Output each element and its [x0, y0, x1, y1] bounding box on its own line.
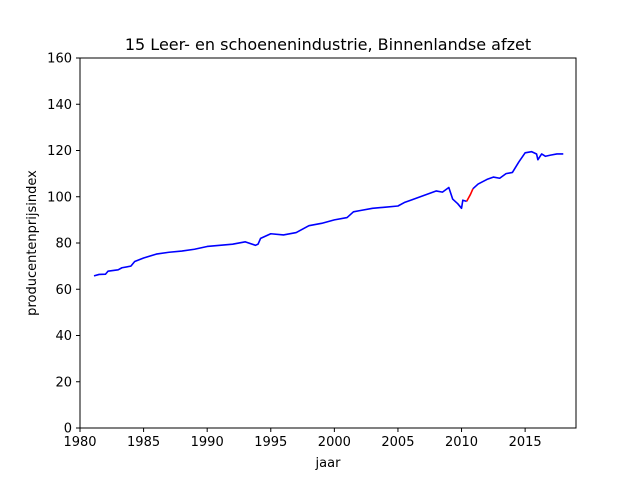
chart-title: 15 Leer- en schoenenindustrie, Binnenlan…	[125, 35, 531, 54]
x-tick-label: 1995	[254, 435, 287, 450]
y-tick-label: 40	[55, 329, 72, 344]
y-tick-label: 160	[47, 52, 72, 67]
x-tick-label: 2015	[509, 435, 542, 450]
x-axis-label: jaar	[315, 456, 342, 471]
y-axis-label: producentenprijsindex	[25, 170, 40, 316]
y-tick-label: 140	[47, 98, 72, 113]
y-tick-label: 20	[55, 375, 72, 390]
series-line-3	[472, 150, 564, 190]
y-tick-label: 100	[47, 190, 72, 205]
x-axis: 1980 1985 1990 1995 2000 2005 2010 2015	[63, 428, 542, 450]
x-tick-label: 1990	[191, 435, 224, 450]
plot-lines	[93, 150, 564, 277]
y-tick-label: 80	[55, 237, 72, 252]
y-tick-label: 0	[64, 422, 72, 437]
x-tick-label: 2000	[318, 435, 351, 450]
series-line-1	[93, 186, 467, 277]
x-tick-label: 1980	[63, 435, 96, 450]
plot-frame	[79, 57, 577, 429]
series-line-2	[465, 188, 474, 202]
x-tick-label: 2005	[381, 435, 414, 450]
y-tick-label: 60	[55, 283, 72, 298]
x-tick-label: 1985	[127, 435, 160, 450]
x-tick-label: 2010	[445, 435, 478, 450]
y-tick-label: 120	[47, 144, 72, 159]
y-axis: 0 20 40 60 80 100 120 140 160	[47, 52, 80, 437]
